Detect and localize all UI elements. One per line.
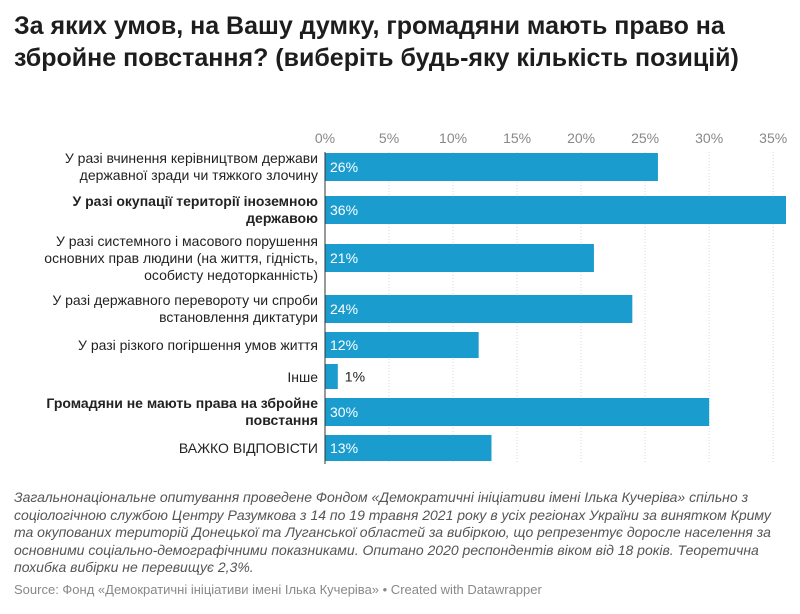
source-line: Source: Фонд «Демократичні ініціативи ім… (14, 582, 542, 597)
bar-value-label: 21% (330, 250, 358, 266)
x-tick-label: 30% (695, 130, 723, 146)
bar (325, 153, 658, 181)
category-label: Громадяни не мають права на збройне повс… (46, 395, 318, 428)
category-label: У разі окупації території іноземною держ… (72, 193, 318, 226)
bar-chart: 0% 5% 10% 15% 20% 25% 30% 35% 26% 36% 21% 24% 12% 1% 3… (0, 128, 800, 468)
category-label: У разі вчинення керівництвом держави дер… (64, 150, 318, 183)
x-tick-label: 25% (631, 130, 659, 146)
bar (325, 398, 710, 426)
bar (325, 332, 479, 358)
category-label: ВАЖКО ВІДПОВІСТИ (178, 440, 318, 456)
bar-value-label: 36% (330, 202, 358, 218)
x-tick-label: 20% (567, 130, 595, 146)
x-tick-label: 35% (759, 130, 787, 146)
chart-plot: 0% 5% 10% 15% 20% 25% 30% 35% 26% 36% 21% 24% 12% 1% 3… (315, 130, 787, 464)
category-label: У разі державного перевороту чи спроби в… (52, 292, 318, 325)
bar (325, 295, 633, 323)
bar (325, 196, 786, 224)
bar-value-label: 30% (330, 404, 358, 420)
x-tick-label: 0% (315, 130, 335, 146)
category-label: У разі системного і масового порушення о… (44, 233, 318, 283)
bar (325, 244, 594, 272)
survey-note: Загальнонаціональне опитування проведене… (14, 489, 771, 575)
bar (325, 435, 492, 461)
bar-value-label: 26% (330, 159, 358, 175)
x-tick-label: 15% (503, 130, 531, 146)
bar-value-label: 1% (345, 369, 365, 385)
category-label: У разі різкого погіршення умов життя (78, 337, 318, 353)
bar-value-label: 24% (330, 301, 358, 317)
category-label: Інше (287, 369, 318, 385)
bar-value-label: 13% (330, 440, 358, 456)
x-tick-label: 5% (379, 130, 399, 146)
chart-title: За яких умов, на Вашу думку, громадяни м… (14, 12, 739, 72)
bar (325, 364, 338, 389)
bar-value-label: 12% (330, 337, 358, 353)
x-tick-label: 10% (439, 130, 467, 146)
